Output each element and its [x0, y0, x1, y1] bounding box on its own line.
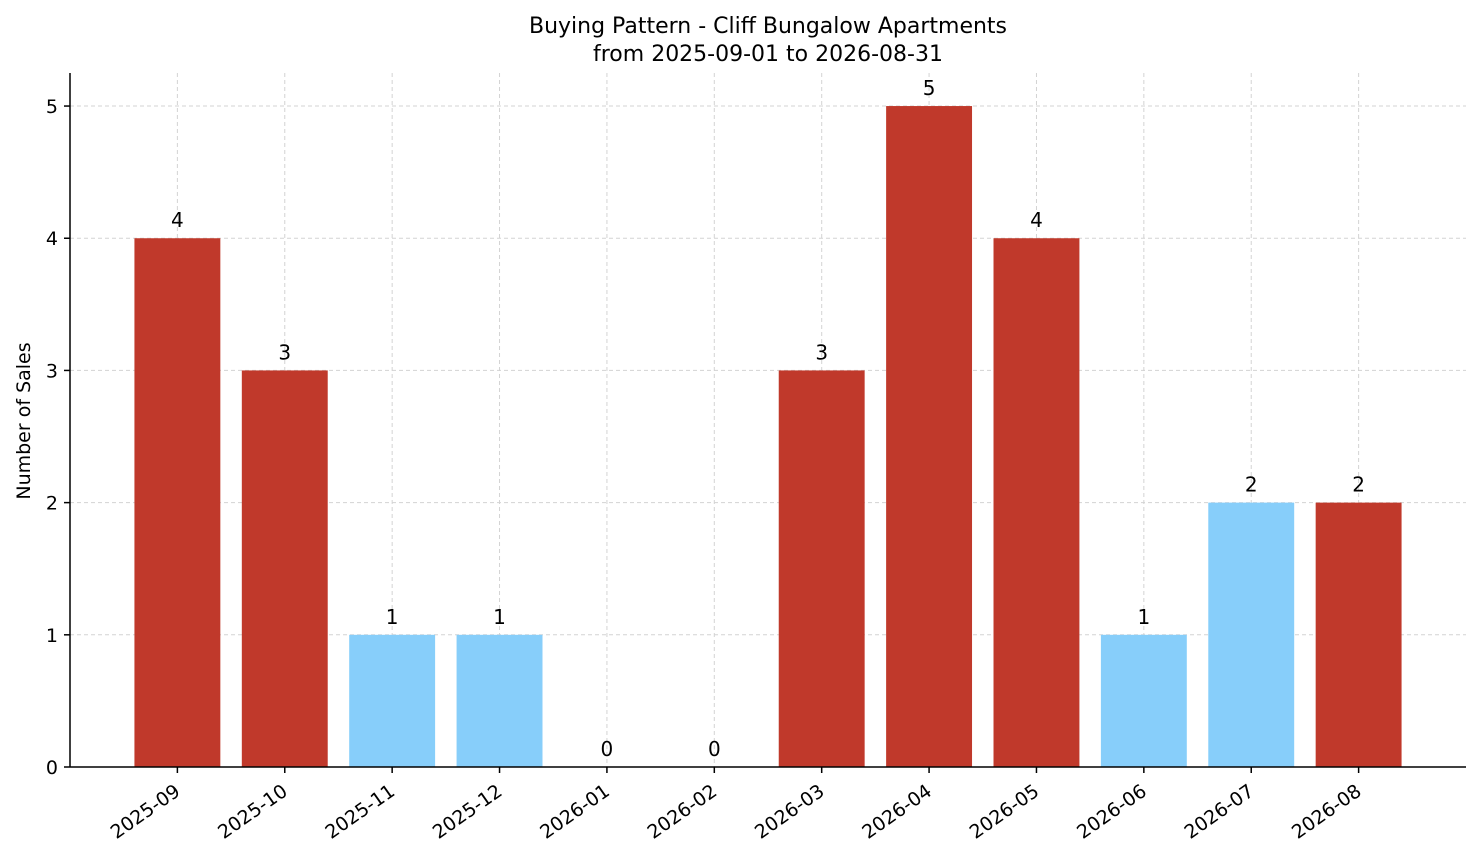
y-tick-label: 4 — [46, 228, 58, 250]
data-label-2026-06: 1 — [1137, 605, 1150, 629]
data-label-2025-11: 1 — [386, 605, 399, 629]
data-label-2026-07: 2 — [1245, 473, 1258, 497]
data-label-2026-03: 3 — [815, 340, 828, 364]
bar-layer — [134, 106, 1402, 768]
x-tick-label-2025-11: 2025-11 — [321, 780, 399, 844]
data-label-2026-02: 0 — [708, 737, 721, 761]
data-label-2025-12: 1 — [493, 605, 506, 629]
x-tick-label-2026-06: 2026-06 — [1073, 780, 1151, 844]
bar-2026-06 — [1100, 634, 1187, 767]
y-tick-label: 2 — [46, 493, 58, 515]
bar-2025-09 — [134, 238, 221, 767]
bar-2026-08 — [1315, 502, 1402, 767]
data-label-layer: 4 3 1 1 0 0 3 5 4 1 2 2 — [171, 76, 1365, 761]
x-tick-label-2026-02: 2026-02 — [644, 780, 722, 844]
y-tick-label: 1 — [46, 625, 58, 647]
bar-2026-04 — [886, 106, 973, 768]
x-tick-label-2025-12: 2025-12 — [429, 780, 507, 844]
data-label-2026-08: 2 — [1352, 473, 1365, 497]
x-tick-label-2026-05: 2026-05 — [966, 780, 1044, 844]
data-label-2026-05: 4 — [1030, 208, 1043, 232]
data-label-2025-09: 4 — [171, 208, 184, 232]
y-axis-label: Number of Sales — [13, 342, 35, 499]
bar-2026-05 — [993, 238, 1080, 767]
x-tick-label-2026-03: 2026-03 — [751, 780, 829, 844]
x-tick-label-2025-10: 2025-10 — [214, 780, 292, 844]
bar-2025-10 — [241, 370, 328, 767]
bar-2026-03 — [778, 370, 865, 767]
chart-title: Buying Pattern - Cliff Bungalow Apartmen… — [529, 14, 1007, 39]
x-tick-label-2025-09: 2025-09 — [107, 780, 185, 844]
data-label-2026-04: 5 — [923, 76, 936, 100]
y-tick-label: 0 — [46, 757, 58, 779]
x-tick-label-2026-01: 2026-01 — [536, 780, 614, 844]
chart-subtitle: from 2025-09-01 to 2026-08-31 — [593, 42, 943, 67]
bar-2025-11 — [349, 634, 436, 767]
y-tick-label: 5 — [46, 96, 58, 118]
bar-2025-12 — [456, 634, 543, 767]
y-tick-label: 3 — [46, 360, 58, 382]
data-label-2026-01: 0 — [601, 737, 614, 761]
data-label-2025-10: 3 — [278, 340, 291, 364]
x-tick-label-2026-07: 2026-07 — [1180, 780, 1258, 844]
x-tick-label-2026-08: 2026-08 — [1288, 780, 1366, 844]
bar-2026-07 — [1208, 502, 1295, 767]
x-tick-label-2026-04: 2026-04 — [858, 780, 936, 844]
